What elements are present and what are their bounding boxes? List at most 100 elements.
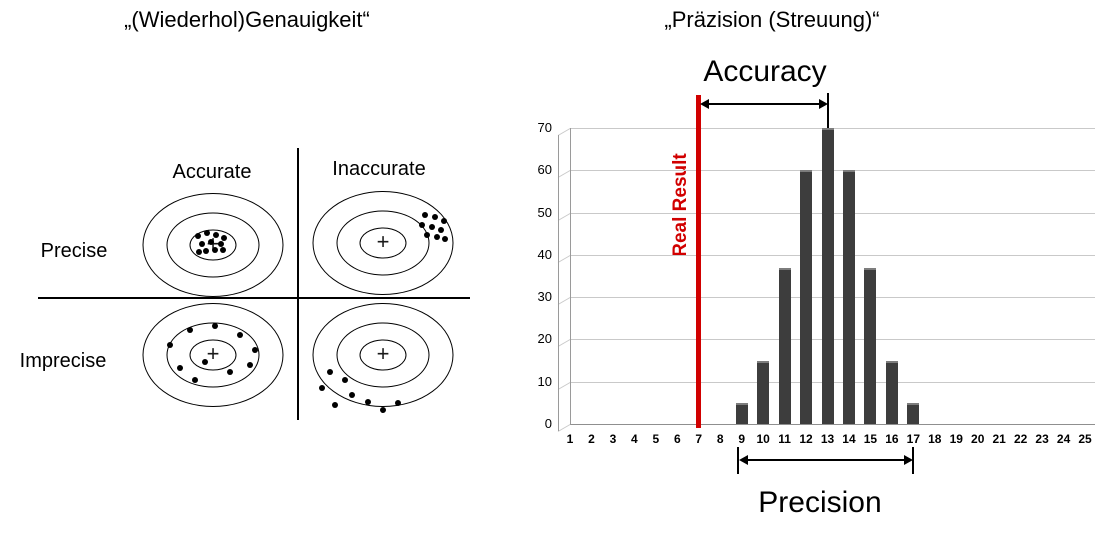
data-point-dot: [342, 377, 348, 383]
gridline-wall-segment: [557, 128, 571, 136]
y-axis-tick-label: 70: [537, 120, 552, 135]
data-point-dot: [195, 233, 201, 239]
data-point-dot: [204, 230, 210, 236]
quadrant-horizontal-divider: [38, 297, 470, 299]
x-axis-tick-label: 21: [992, 432, 1006, 446]
gridline: [570, 424, 1095, 425]
y-axis-line: [570, 128, 571, 424]
data-point-dot: [319, 385, 325, 391]
x-axis-tick-label: 16: [885, 432, 899, 446]
data-point-dot: [349, 392, 355, 398]
data-point-dot: [252, 347, 258, 353]
target-ring-middle: [166, 212, 260, 278]
data-point-dot: [395, 400, 401, 406]
y-axis-tick-label: 20: [537, 331, 552, 347]
histogram-bar: [842, 170, 855, 424]
precision-label: Precision: [758, 486, 882, 519]
gridline-wall-segment: [557, 381, 571, 390]
data-point-dot: [424, 232, 430, 238]
histogram-bar: [735, 402, 748, 424]
target-ring-outer: [312, 303, 454, 407]
data-point-dot: [213, 232, 219, 238]
x-axis-tick-label: 19: [949, 432, 963, 446]
data-point-dot: [380, 407, 386, 413]
data-point-dot: [441, 218, 447, 224]
data-point-dot: [327, 369, 333, 375]
target-imprecise-inaccurate: +: [308, 300, 458, 413]
accuracy-arrow-end-tick: [826, 93, 829, 128]
target-ring-outer: [142, 303, 284, 407]
row-label-imprecise: Imprecise: [19, 350, 107, 372]
x-axis-tick-label: 9: [738, 432, 746, 446]
data-point-dot: [422, 212, 428, 218]
data-point-dot: [208, 239, 214, 245]
gridline-wall-segment: [557, 170, 571, 179]
gridline-wall-segment: [557, 254, 571, 263]
data-point-dot: [432, 214, 438, 220]
real-result-label: Real Result: [670, 153, 691, 257]
x-axis-tick-label: 14: [842, 432, 856, 446]
x-axis-tick-label: 11: [778, 432, 791, 446]
histogram-bar: [821, 128, 834, 424]
data-point-dot: [220, 247, 226, 253]
x-axis-tick-label: 12: [799, 432, 813, 446]
y-axis-tick-label: 10: [537, 373, 552, 389]
histogram-bar: [800, 170, 813, 424]
target-ring-inner: [189, 229, 237, 261]
x-axis-tick-label: 4: [631, 432, 638, 446]
data-point-dot: [434, 234, 440, 240]
data-point-dot: [429, 224, 435, 230]
precision-span-left-tick: [737, 447, 740, 474]
data-point-dot: [212, 247, 218, 253]
y-axis-tick-label: 0: [544, 416, 552, 431]
accuracy-label: Accuracy: [703, 55, 827, 88]
y-axis-tick-label: 30: [537, 289, 552, 305]
data-point-dot: [203, 248, 209, 254]
target-precise-inaccurate: +: [308, 188, 458, 298]
x-axis-tick-label: 7: [695, 432, 703, 446]
x-axis-tick-label: 20: [971, 432, 985, 446]
column-label-accurate: Accurate: [172, 161, 252, 183]
target-center-cross: +: [206, 341, 220, 367]
target-imprecise-accurate: +: [138, 300, 288, 410]
right-panel-title: „Präzision (Streuung)“: [664, 7, 880, 32]
column-label-inaccurate: Inaccurate: [332, 158, 426, 180]
data-point-dot: [365, 399, 371, 405]
real-result-line: [696, 95, 702, 428]
wall-edge-line: [558, 135, 559, 431]
x-axis-tick-label: 25: [1078, 432, 1092, 446]
data-point-dot: [237, 332, 243, 338]
y-axis-tick-label: 50: [537, 204, 552, 220]
row-label-precise: Precise: [40, 240, 108, 262]
data-point-dot: [212, 323, 218, 329]
accuracy-arrow: [699, 99, 828, 109]
data-point-dot: [221, 235, 227, 241]
x-axis-tick-label: 18: [928, 432, 942, 446]
x-axis-tick-label: 8: [716, 432, 724, 446]
x-axis-tick-label: 5: [652, 432, 660, 446]
target-ring-outer: [142, 193, 284, 297]
target-precise-accurate: +: [138, 190, 288, 300]
data-point-dot: [202, 359, 208, 365]
x-axis-tick-label: 1: [566, 432, 574, 446]
histogram-bar: [885, 360, 898, 424]
x-axis-tick-label: 17: [906, 432, 921, 446]
quadrant-vertical-divider: [297, 148, 299, 420]
x-axis-tick-label: 2: [588, 432, 595, 446]
data-point-dot: [196, 249, 202, 255]
data-point-dot: [218, 241, 224, 247]
data-point-dot: [227, 369, 233, 375]
data-point-dot: [438, 227, 444, 233]
data-point-dot: [442, 236, 448, 242]
target-ring-inner: [359, 227, 407, 259]
data-point-dot: [167, 342, 173, 348]
x-axis-tick-label: 13: [820, 432, 835, 446]
data-point-dot: [187, 327, 193, 333]
histogram-plot: Accuracy Real Result Precision 0 10 20 30 40…: [530, 55, 1120, 533]
target-ring-outer: [312, 191, 454, 295]
data-point-dot: [332, 402, 338, 408]
precision-arrow: [739, 455, 914, 465]
gridline-wall-segment: [557, 424, 571, 432]
target-center-cross: +: [376, 341, 390, 367]
y-axis-tick-label: 40: [537, 246, 552, 262]
